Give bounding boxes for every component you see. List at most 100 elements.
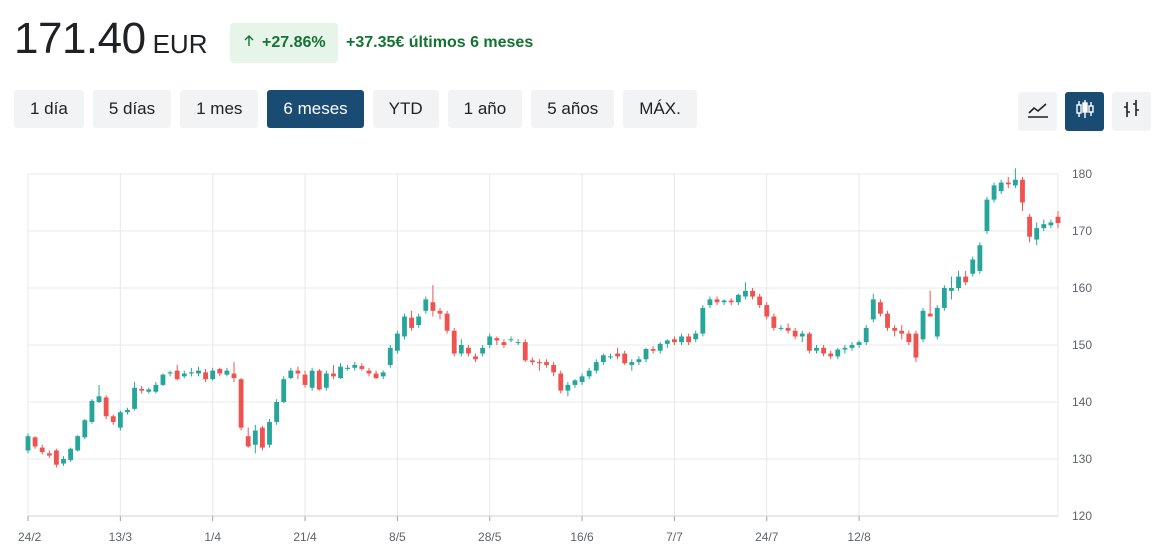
- candle-body: [487, 336, 493, 345]
- candle-body: [416, 316, 422, 326]
- candle-body: [643, 348, 649, 360]
- candle-body: [174, 370, 180, 380]
- candle-body: [1041, 224, 1047, 229]
- range-ytd-button[interactable]: YTD: [372, 90, 439, 128]
- candle-body: [274, 402, 280, 422]
- candle-body: [338, 366, 343, 379]
- candle-body: [501, 342, 507, 345]
- candle-body: [622, 353, 628, 364]
- candle-body: [949, 288, 954, 291]
- candle-body: [25, 436, 31, 451]
- candlestick-chart-button[interactable]: [1065, 92, 1104, 131]
- y-tick-label: 130: [1072, 452, 1092, 466]
- candle-body: [224, 370, 230, 375]
- candle-body: [877, 302, 883, 314]
- candle-body: [267, 421, 272, 445]
- candle-body: [856, 342, 862, 345]
- candle-body: [423, 299, 429, 311]
- x-tick-label: 16/6: [570, 530, 594, 544]
- candle-body: [835, 349, 841, 357]
- x-tick-label: 24/7: [755, 530, 779, 544]
- candle-body: [558, 373, 564, 391]
- candle-body: [842, 347, 848, 350]
- candle-body: [963, 276, 969, 283]
- candle-body: [39, 447, 45, 453]
- candle-body: [473, 356, 478, 360]
- candle-body: [323, 373, 329, 388]
- candle-body: [941, 288, 947, 308]
- currency-label: EUR: [152, 29, 208, 59]
- candle-body: [46, 453, 52, 456]
- candle-body: [977, 245, 983, 271]
- candle-body: [885, 313, 890, 328]
- candle-body: [281, 379, 287, 402]
- candle-body: [110, 416, 116, 422]
- arrow-up-icon: [242, 34, 256, 53]
- candle-body: [664, 340, 670, 344]
- y-tick-label: 170: [1072, 224, 1092, 238]
- candle-body: [771, 316, 777, 328]
- candle-body: [657, 343, 663, 351]
- candle-body: [188, 372, 194, 374]
- candle-body: [522, 342, 528, 361]
- candle-body: [863, 327, 869, 343]
- range-5-days-button[interactable]: 5 días: [92, 90, 172, 128]
- x-tick-label: 21/4: [293, 530, 317, 544]
- candle-body: [32, 437, 38, 447]
- candle-body: [515, 342, 521, 344]
- ohlc-icon: [1121, 99, 1143, 124]
- candle-body: [160, 374, 166, 385]
- candle-body: [636, 359, 642, 363]
- candle-body: [686, 336, 692, 343]
- candle-body: [913, 333, 919, 358]
- candle-body: [309, 370, 315, 388]
- candle-body: [352, 364, 358, 368]
- candle-body: [956, 276, 961, 288]
- candle-body: [167, 372, 173, 374]
- candlestick-icon: [1074, 99, 1096, 124]
- candle-body: [1012, 179, 1018, 186]
- candle-body: [792, 330, 798, 337]
- range-1-month-button[interactable]: 1 mes: [180, 90, 259, 128]
- candle-body: [821, 347, 827, 354]
- line-chart-button[interactable]: [1018, 92, 1057, 131]
- range-1-year-button[interactable]: 1 año: [447, 90, 523, 128]
- candle-body: [196, 370, 201, 374]
- candle-body: [700, 307, 706, 334]
- x-tick-label: 1/4: [204, 530, 221, 544]
- candle-body: [53, 450, 59, 465]
- candle-body: [451, 330, 457, 354]
- candle-body: [373, 373, 379, 379]
- candle-body: [1020, 179, 1025, 203]
- candle-body: [1034, 228, 1040, 240]
- candle-body: [394, 333, 400, 351]
- change-percent-badge: +27.86%: [230, 23, 338, 63]
- candle-body: [615, 353, 621, 357]
- candle-body: [1048, 222, 1054, 226]
- candle-body: [252, 430, 258, 445]
- candle-body: [728, 300, 734, 303]
- range-6-months-button[interactable]: 6 meses: [267, 90, 364, 128]
- candle-body: [679, 336, 684, 343]
- candle-body: [593, 362, 599, 371]
- candle-body: [331, 373, 336, 377]
- y-tick-label: 140: [1072, 395, 1092, 409]
- candle-body: [387, 347, 393, 365]
- candle-body: [1005, 182, 1011, 185]
- candle-body: [181, 373, 187, 377]
- range-1-day-button[interactable]: 1 día: [14, 90, 84, 128]
- candle-body: [359, 366, 365, 369]
- line-chart-icon: [1027, 100, 1049, 123]
- candle-body: [764, 305, 770, 317]
- y-tick-label: 150: [1072, 338, 1092, 352]
- candle-body: [778, 327, 784, 329]
- candle-body: [203, 372, 209, 380]
- candle-body: [743, 290, 748, 297]
- ohlc-chart-button[interactable]: [1112, 92, 1151, 131]
- candle-body: [316, 370, 322, 390]
- candle-body: [259, 427, 265, 448]
- x-tick-label: 12/8: [847, 530, 871, 544]
- candle-body: [899, 330, 905, 334]
- range-5-years-button[interactable]: 5 años: [531, 90, 615, 128]
- range-max-button[interactable]: MÁX.: [623, 90, 697, 128]
